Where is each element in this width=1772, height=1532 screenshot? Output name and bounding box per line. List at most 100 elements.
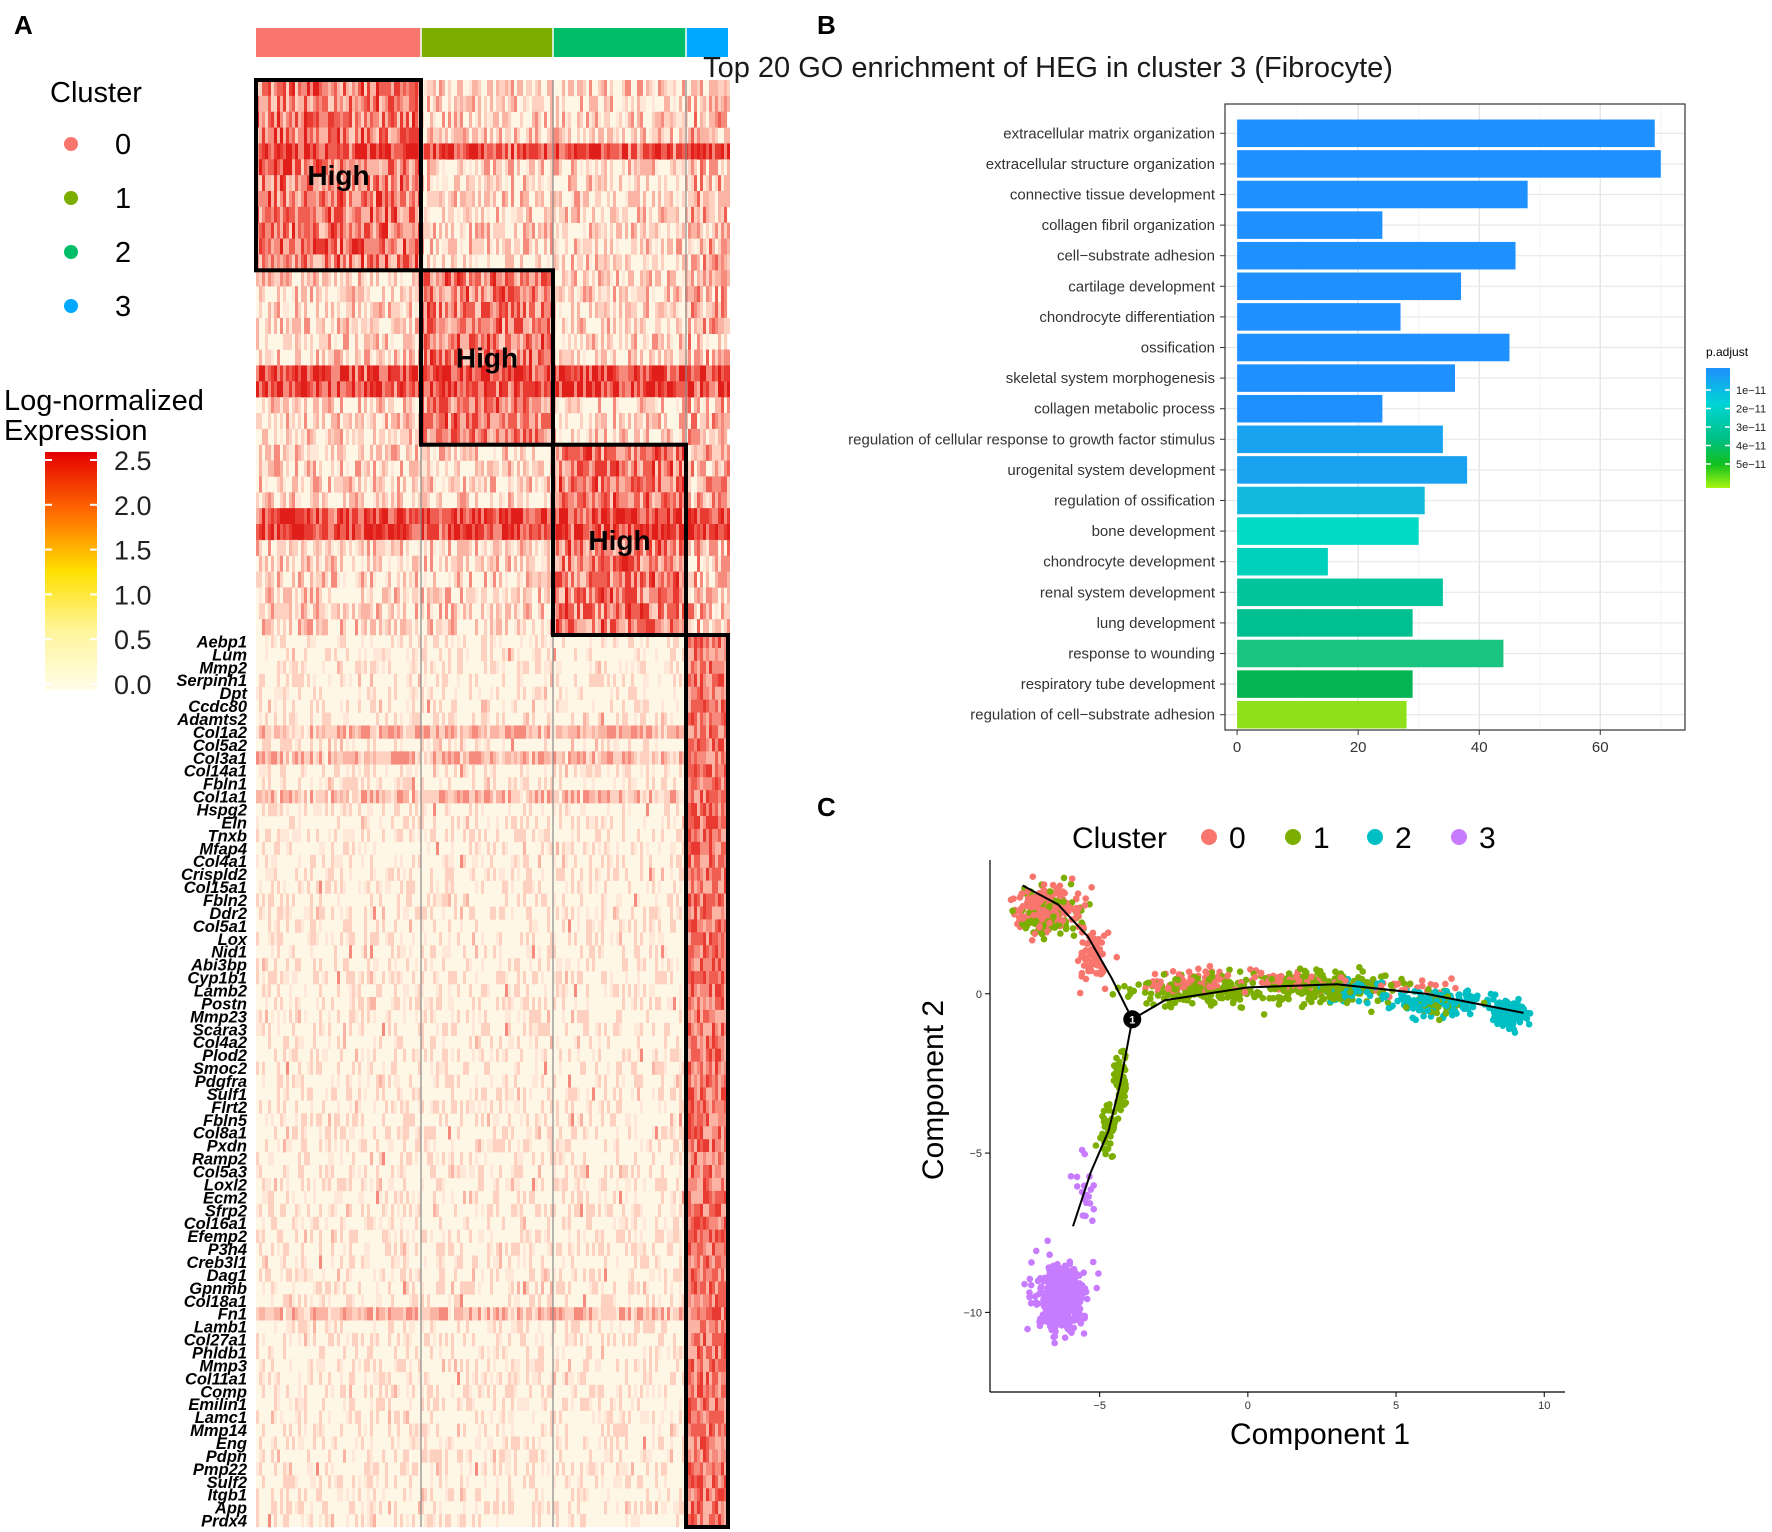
heatmap-cell xyxy=(694,444,697,461)
heatmap-cell xyxy=(415,619,418,636)
heatmap-cell xyxy=(277,254,280,271)
heatmap-cell xyxy=(445,333,448,350)
heatmap-cell xyxy=(361,206,364,224)
heatmap-cell xyxy=(607,508,610,525)
heatmap-cell xyxy=(673,206,676,224)
heatmap-cell xyxy=(580,587,583,604)
heatmap-cell xyxy=(463,317,466,335)
heatmap-cell xyxy=(601,460,604,477)
heatmap-cell xyxy=(628,270,631,287)
heatmap-cell xyxy=(700,428,703,446)
heatmap-cell xyxy=(391,317,394,335)
heatmap-cell xyxy=(319,127,322,144)
heatmap-cell xyxy=(409,206,412,224)
heatmap-cell xyxy=(280,571,283,588)
heatmap-cell xyxy=(541,286,544,303)
heatmap-cell xyxy=(571,524,574,541)
heatmap-cell xyxy=(523,333,526,350)
heatmap-cell xyxy=(394,95,397,113)
heatmap-cell xyxy=(649,619,652,636)
heatmap-cell xyxy=(700,508,703,525)
heatmap-cell xyxy=(367,238,370,255)
heatmap-cell xyxy=(514,317,517,335)
heatmap-cell xyxy=(517,660,520,675)
heatmap-cell xyxy=(676,725,679,739)
heatmap-cell xyxy=(274,603,277,620)
heatmap-cell xyxy=(589,444,592,461)
heatmap-cell xyxy=(712,686,715,700)
heatmap-cell xyxy=(352,127,355,144)
heatmap-cell xyxy=(520,524,523,541)
heatmap-cell xyxy=(364,206,367,224)
heatmap-cell xyxy=(409,413,412,430)
heatmap-cell xyxy=(715,660,718,675)
heatmap-cell xyxy=(283,751,286,765)
heatmap-cell xyxy=(313,206,316,224)
heatmap-cell xyxy=(295,539,298,557)
heatmap-cell xyxy=(271,492,274,509)
heatmap-cell xyxy=(460,738,463,752)
heatmap-cell xyxy=(370,317,373,335)
heatmap-cell xyxy=(700,80,703,97)
heatmap-cell xyxy=(364,524,367,541)
heatmap-cell xyxy=(457,571,460,588)
heatmap-cell xyxy=(682,80,685,97)
heatmap-cell xyxy=(643,587,646,604)
heatmap-cell xyxy=(718,635,721,649)
heatmap-cell xyxy=(457,302,460,319)
heatmap-cell xyxy=(298,725,301,739)
heatmap-cell xyxy=(673,539,676,557)
heatmap-cell xyxy=(460,524,463,541)
heatmap-cell xyxy=(424,571,427,588)
heatmap-cell xyxy=(340,508,343,525)
heatmap-cell xyxy=(301,254,304,271)
heatmap-cell xyxy=(424,555,427,572)
heatmap-cell xyxy=(619,254,622,271)
heatmap-cell xyxy=(406,647,409,662)
heatmap-cell xyxy=(268,222,271,239)
heatmap-cell xyxy=(403,428,406,446)
heatmap-cell xyxy=(589,460,592,477)
heatmap-cell xyxy=(706,349,709,366)
heatmap-cell xyxy=(391,95,394,113)
heatmap-cell xyxy=(646,603,649,620)
heatmap-cell xyxy=(412,397,415,414)
heatmap-cell xyxy=(277,619,280,636)
heatmap-cell xyxy=(718,712,721,726)
heatmap-cell xyxy=(469,270,472,287)
heatmap-cell xyxy=(448,428,451,446)
heatmap-cell xyxy=(583,381,586,398)
heatmap-cell xyxy=(439,270,442,287)
heatmap-cell xyxy=(301,222,304,239)
heatmap-cell xyxy=(457,603,460,620)
heatmap-cell xyxy=(349,476,352,493)
heatmap-cell xyxy=(262,619,265,636)
heatmap-cell xyxy=(721,365,724,382)
heatmap-cell xyxy=(721,95,724,113)
heatmap-cell xyxy=(544,738,547,752)
heatmap-cell xyxy=(460,317,463,335)
heatmap-cell xyxy=(280,725,283,739)
heatmap-cell xyxy=(406,524,409,541)
heatmap-cell xyxy=(457,508,460,525)
heatmap-cell xyxy=(286,143,289,160)
heatmap-cell xyxy=(286,270,289,287)
heatmap-cell xyxy=(373,95,376,113)
heatmap-cell xyxy=(502,413,505,430)
heatmap-cell xyxy=(532,381,535,398)
heatmap-cell xyxy=(283,159,286,176)
heatmap-cell xyxy=(283,619,286,636)
heatmap-cell xyxy=(535,476,538,493)
heatmap-cell xyxy=(436,175,439,192)
heatmap-cell xyxy=(523,587,526,604)
heatmap-cell xyxy=(484,111,487,128)
heatmap-cell xyxy=(610,270,613,287)
heatmap-cell xyxy=(424,317,427,335)
heatmap-cell xyxy=(679,95,682,113)
heatmap-cell xyxy=(376,555,379,572)
heatmap-cell xyxy=(481,508,484,525)
heatmap-cell xyxy=(562,539,565,557)
heatmap-cell xyxy=(400,238,403,255)
heatmap-cell xyxy=(487,222,490,239)
heatmap-cell xyxy=(628,571,631,588)
